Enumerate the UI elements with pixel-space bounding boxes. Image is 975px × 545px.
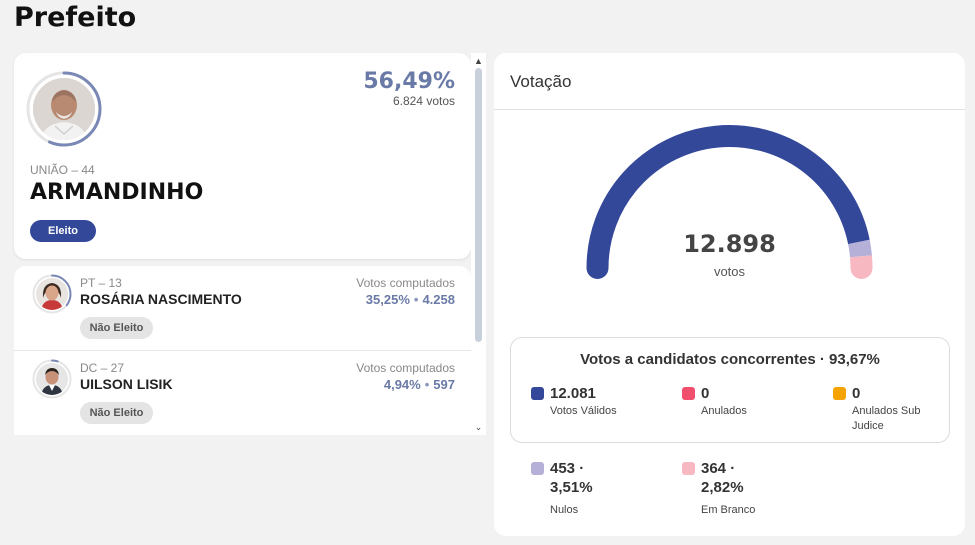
status-badge-eleito: Eleito [30, 220, 96, 242]
candidates-list: PT – 13 ROSÁRIA NASCIMENTO Votos computa… [14, 266, 471, 435]
candidate-name: UILSON LISIK [80, 376, 173, 392]
separator-dot: • [424, 377, 430, 392]
candidate-stats: 35,25% • 4.258 [366, 292, 455, 307]
status-badge-nao-eleito: Não Eleito [80, 402, 153, 424]
status-badge-nao-eleito: Não Eleito [80, 317, 153, 339]
chevron-down-icon[interactable]: ⌄ [474, 422, 483, 432]
candidate-percent: 35,25% [365, 292, 410, 307]
winner-avatar [26, 71, 102, 147]
stat-label: Em Branco [701, 504, 756, 516]
votacao-header: Votação [494, 53, 965, 110]
votes-computed-label: Votos computados [356, 276, 455, 290]
total-votes-unit: votos [713, 264, 746, 279]
candidate-stats: 4,94% • 597 [384, 377, 455, 392]
candidate-party: DC – 27 [80, 361, 125, 375]
stat-value: 453 · 3,51% [550, 460, 593, 496]
scrollbar-thumb[interactable] [475, 68, 482, 342]
total-votes: 12.898 [683, 230, 776, 258]
scroll-up-icon[interactable]: ▲ [474, 56, 483, 66]
winner-votes: 6.824 votos [392, 94, 455, 108]
candidate-progress-ring [32, 359, 72, 399]
stat-nulos: 453 · 3,51% Nulos [531, 459, 651, 521]
stat-value: 0 [701, 385, 710, 402]
winner-card[interactable]: 56,49% 6.824 votos UNIÃO – 44 ARMANDINHO… [14, 53, 471, 259]
legend-swatch [531, 462, 544, 475]
concorrentes-title: Votos a candidatos concorrentes · 93,67% [580, 351, 880, 368]
candidate-votes: 597 [433, 377, 455, 392]
candidate-progress-ring [32, 274, 72, 314]
candidate-row[interactable]: DC – 27 UILSON LISIK Votos computados 4,… [14, 351, 471, 435]
winner-photo [33, 78, 95, 140]
concorrentes-box: Votos a candidatos concorrentes · 93,67%… [510, 337, 950, 443]
stat-value: 12.081 [550, 385, 596, 402]
stat-label: Anulados Sub Judice [852, 405, 921, 432]
separator-dot: • [413, 292, 419, 307]
legend-swatch [833, 387, 846, 400]
candidate-avatar [32, 359, 72, 399]
winner-percent: 56,49% [363, 69, 455, 94]
winner-progress-ring [26, 71, 102, 147]
winner-party: UNIÃO – 44 [30, 163, 95, 177]
votes-computed-label: Votos computados [356, 361, 455, 375]
candidate-party: PT – 13 [80, 276, 122, 290]
stat-value: 364 · 2,82% [701, 460, 744, 496]
gauge-cap-left [586, 257, 609, 279]
stat-em-branco: 364 · 2,82% Em Branco [682, 459, 802, 521]
candidates-column: 56,49% 6.824 votos UNIÃO – 44 ARMANDINHO… [14, 53, 486, 435]
gauge-segment-validos [586, 124, 870, 269]
winner-name: ARMANDINHO [30, 180, 204, 205]
candidate-votes: 4.258 [422, 292, 455, 307]
stat-votos-validos: 12.081 Votos Válidos [531, 384, 671, 424]
legend-swatch [682, 387, 695, 400]
page-title: Prefeito [14, 2, 137, 33]
gauge-cap-right [850, 257, 873, 279]
candidate-avatar [32, 274, 72, 314]
votes-gauge [586, 124, 873, 279]
stat-label: Anulados [701, 405, 747, 417]
legend-swatch [682, 462, 695, 475]
legend-swatch [531, 387, 544, 400]
gauge-segment-nulos [848, 239, 872, 258]
stat-label: Votos Válidos [550, 405, 617, 417]
candidate-photo [36, 363, 68, 395]
candidates-scrollbar[interactable]: ▲ ⌄ [471, 53, 486, 435]
stat-label: Nulos [550, 504, 579, 516]
candidate-row[interactable]: PT – 13 ROSÁRIA NASCIMENTO Votos computa… [14, 266, 471, 351]
stat-anulados-sub-judice: 0 Anulados Sub Judice [833, 384, 945, 434]
candidate-percent: 4,94% [383, 377, 421, 392]
candidate-photo [36, 278, 68, 310]
stat-value: 0 [852, 385, 861, 402]
candidate-name: ROSÁRIA NASCIMENTO [80, 291, 242, 307]
votacao-title: Votação [510, 72, 572, 91]
stat-anulados: 0 Anulados [682, 384, 822, 424]
votacao-panel: Votação 12.898 votos Votos a candidatos … [494, 53, 965, 536]
